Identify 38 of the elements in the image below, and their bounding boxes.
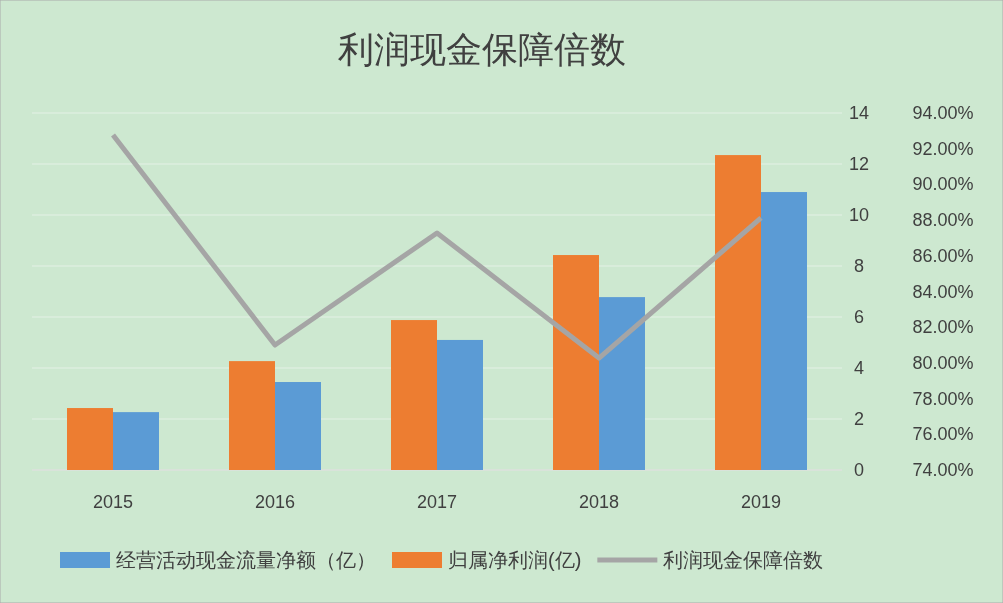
y2-tick-label: 74.00%: [912, 460, 974, 480]
y-tick-label: 4: [853, 358, 865, 378]
bar: [761, 192, 807, 470]
bar: [715, 155, 761, 470]
bar: [553, 255, 599, 470]
bar: [229, 361, 275, 470]
y-tick-label: 10: [848, 205, 870, 225]
x-tick-label: 2018: [578, 492, 620, 512]
y2-tick-label: 94.00%: [912, 103, 974, 123]
chart-title: 利润现金保障倍数: [337, 29, 626, 70]
y2-tick-label: 86.00%: [912, 245, 974, 266]
y2-tick-label: 90.00%: [912, 174, 974, 195]
legend-label: 利润现金保障倍数: [663, 549, 824, 571]
y2-tick-label: 78.00%: [912, 388, 974, 409]
y-tick-label: 6: [853, 307, 865, 327]
y-tick-label: 12: [848, 154, 870, 174]
x-tick-label: 2016: [254, 492, 296, 512]
y2-tick-label: 76.00%: [912, 424, 974, 445]
bar: [437, 339, 483, 470]
legend-label: 经营活动现金流量净额（亿）: [116, 549, 376, 571]
y2-tick-label: 88.00%: [912, 210, 974, 231]
legend-label: 归属净利润(亿): [448, 549, 582, 571]
bar: [113, 412, 159, 470]
y2-tick-label: 84.00%: [912, 281, 974, 302]
x-tick-label: 2017: [416, 492, 458, 512]
y-tick-label: 2: [853, 409, 865, 429]
y-tick-label: 0: [853, 460, 865, 480]
y-tick-label: 14: [848, 103, 870, 123]
y-tick-label: 8: [853, 256, 865, 276]
bar: [67, 408, 113, 470]
y2-tick-label: 82.00%: [912, 317, 974, 338]
bar: [599, 297, 645, 470]
bar: [391, 320, 437, 470]
bar: [275, 382, 321, 470]
x-tick-label: 2015: [92, 492, 134, 512]
y2-tick-label: 80.00%: [912, 352, 974, 373]
x-tick-label: 2019: [740, 492, 782, 512]
y2-tick-label: 92.00%: [912, 138, 974, 159]
